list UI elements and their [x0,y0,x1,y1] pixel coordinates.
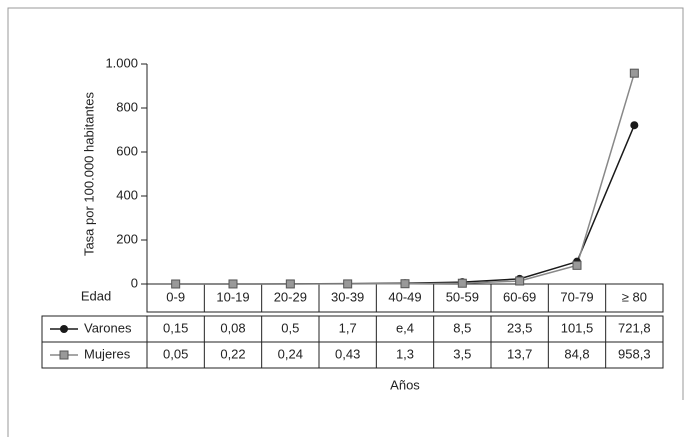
category-label: 20-29 [274,289,307,304]
category-label: 10-19 [216,289,249,304]
legend-label: Mujeres [84,346,131,361]
table-value: 3,5 [453,346,471,361]
data-point [572,260,582,270]
legend-marker [60,325,68,333]
data-point [515,276,525,286]
legend-marker [59,350,69,360]
category-label: 30-39 [331,289,364,304]
table-value: 1,7 [339,320,357,335]
table-value: 0,43 [335,346,360,361]
category-label: 60-69 [503,289,536,304]
data-point [343,279,353,289]
data-point [629,68,639,78]
series-line [175,124,636,285]
y-tick-label: 0 [131,275,138,290]
y-tick-label: 200 [116,231,138,246]
table-value: 8,5 [453,320,471,335]
table-value: 101,5 [561,320,594,335]
x-axis-label: Años [390,377,420,392]
y-axis-label: Tasa por 100.000 habitantes [81,91,96,256]
category-label: 50-59 [446,289,479,304]
table-value: 0,05 [163,346,188,361]
table-value: 0,08 [220,320,245,335]
data-point [400,279,410,289]
data-point [171,279,181,289]
table-value: 23,5 [507,320,532,335]
y-tick-label: 800 [116,99,138,114]
frame [7,7,684,437]
table-value: e,4 [396,320,414,335]
category-label: ≥ 80 [622,289,647,304]
y-tick-label: 400 [116,187,138,202]
table-value: 1,3 [396,346,414,361]
category-label: 70-79 [560,289,593,304]
table-value: 0,5 [281,320,299,335]
category-label: 0-9 [166,289,185,304]
data-point [285,279,295,289]
table-value: 13,7 [507,346,532,361]
table-value: 0,15 [163,320,188,335]
table-value: 0,22 [220,346,245,361]
y-tick-label: 1.000 [105,55,138,70]
data-point [457,278,467,288]
data-point [630,121,639,130]
table-value: 958,3 [618,346,651,361]
y-tick-label: 600 [116,143,138,158]
table-value: 0,24 [278,346,303,361]
legend-label: Varones [84,320,132,335]
table-value: 84,8 [564,346,589,361]
series-line [175,72,636,285]
table-value: 721,8 [618,320,651,335]
data-point [228,279,238,289]
row-header: Edad [81,288,111,303]
category-label: 40-49 [388,289,421,304]
